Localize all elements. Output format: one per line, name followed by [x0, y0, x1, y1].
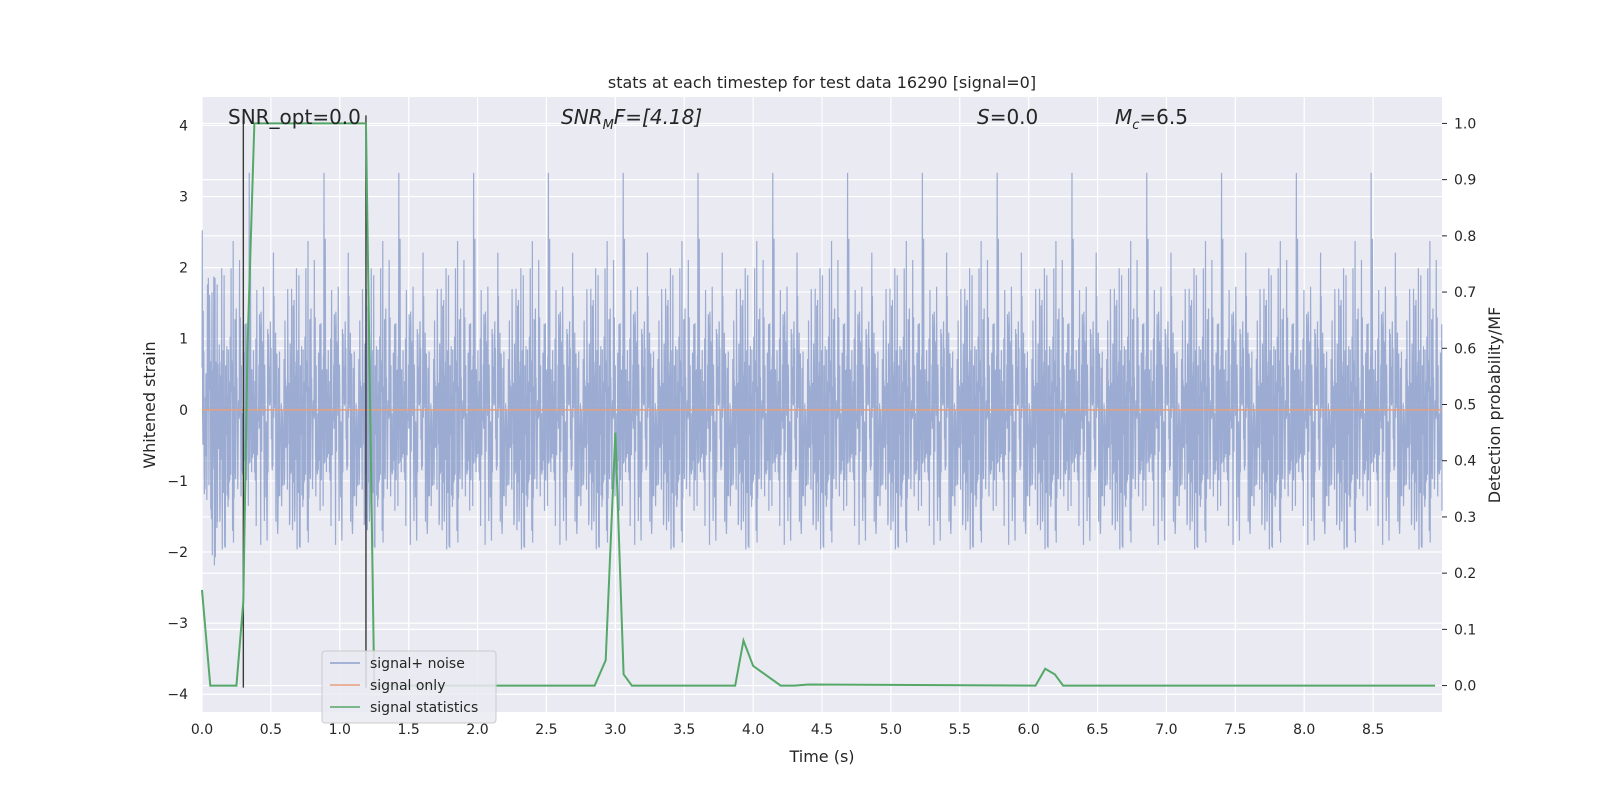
x-tick-labels: 0.0 0.5 1.0 1.5 2.0 2.5 3.0 3.5 4.0 4.5 5.0 5.5 6.0 6… [191, 722, 1384, 738]
x-tick-label: 3.5 [673, 722, 695, 738]
annotation-mc-rest: =6.5 [1139, 105, 1188, 129]
x-tick-label: 4.0 [742, 722, 764, 738]
y2-tick-label: 0.2 [1454, 566, 1476, 582]
y2-tick-label: 1.0 [1454, 116, 1476, 132]
y-tick-label: 2 [179, 261, 188, 277]
x-tick-label: 1.0 [329, 722, 351, 738]
y-tick-label: −1 [167, 474, 188, 490]
y-tick-label: −4 [167, 687, 188, 703]
x-tick-label: 1.5 [398, 722, 420, 738]
y-tick-label: 3 [179, 190, 188, 206]
y2-tick-label: 0.3 [1454, 510, 1476, 526]
annotation-mc-sub: c [1132, 118, 1139, 133]
annotation-s-base: S [977, 105, 990, 129]
y2-axis-label: Detection probability/MF [1485, 307, 1504, 504]
x-tick-label: 6.0 [1018, 722, 1040, 738]
legend-label-signal-statistics: signal statistics [370, 700, 478, 716]
statistics-series [201, 122, 1436, 687]
y-tick-label: 4 [179, 118, 188, 134]
legend-label-signal-only: signal only [370, 678, 445, 694]
x-tick-label: 7.5 [1224, 722, 1246, 738]
annotation-mc: Mc=6.5 [1115, 105, 1188, 133]
y2-tick-label: 0.0 [1454, 679, 1476, 695]
y2-tick-label: 0.7 [1454, 285, 1476, 301]
x-tick-label: 0.0 [191, 722, 213, 738]
annotation-mc-base: M [1115, 105, 1132, 129]
x-tick-label: 7.0 [1155, 722, 1177, 738]
legend: signal+ noise signal only signal statist… [321, 650, 497, 724]
y-tick-label: −2 [167, 545, 188, 561]
legend-box [321, 650, 497, 724]
annotation-s-rest: =0.0 [990, 105, 1039, 129]
annotation-snr-mf-rest: F=[4.18] [614, 105, 702, 129]
x-tick-label: 8.5 [1362, 722, 1384, 738]
annotation-snr-mf: SNRMF=[4.18] [561, 105, 702, 133]
y2-tick-labels: 1.0 0.9 0.8 0.7 0.6 0.5 0.4 0.3 0.2 0.1 0.0 [1442, 116, 1476, 695]
x-tick-label: 4.5 [811, 722, 833, 738]
y-tick-label: −3 [167, 616, 188, 632]
x-tick-label: 0.5 [260, 722, 282, 738]
y-tick-labels: 4 3 2 1 0 −1 −2 −3 −4 [167, 118, 188, 703]
noise-series [201, 172, 1443, 566]
y2-tick-label: 0.1 [1454, 622, 1476, 638]
y-tick-label: 1 [179, 332, 188, 348]
signal-noise-line [201, 172, 1443, 566]
y2-tick-label: 0.6 [1454, 341, 1476, 357]
x-tick-label: 2.0 [466, 722, 488, 738]
y2-tick-label: 0.5 [1454, 398, 1476, 414]
y-tick-label: 0 [179, 403, 188, 419]
annotation-s: S=0.0 [977, 105, 1038, 129]
annotation-snr-mf-sub: M [603, 118, 614, 133]
x-tick-label: 5.5 [949, 722, 971, 738]
y2-tick-label: 0.9 [1454, 173, 1476, 189]
y2-tick-label: 0.4 [1454, 454, 1476, 470]
x-tick-label: 2.5 [535, 722, 557, 738]
y-axis-label: Whitened strain [140, 341, 159, 468]
annotation-snr-opt: SNR_opt=0.0 [228, 105, 361, 129]
annotation-snr-mf-base: SNR [561, 105, 603, 129]
legend-label-signal-noise: signal+ noise [370, 656, 465, 672]
x-axis-label: Time (s) [788, 747, 854, 766]
x-tick-label: 3.0 [604, 722, 626, 738]
x-tick-label: 8.0 [1293, 722, 1315, 738]
signal-statistics-line [201, 122, 1436, 687]
chart-title: stats at each timestep for test data 162… [608, 73, 1036, 92]
x-tick-label: 6.5 [1086, 722, 1108, 738]
x-tick-label: 5.0 [880, 722, 902, 738]
y2-tick-label: 0.8 [1454, 229, 1476, 245]
